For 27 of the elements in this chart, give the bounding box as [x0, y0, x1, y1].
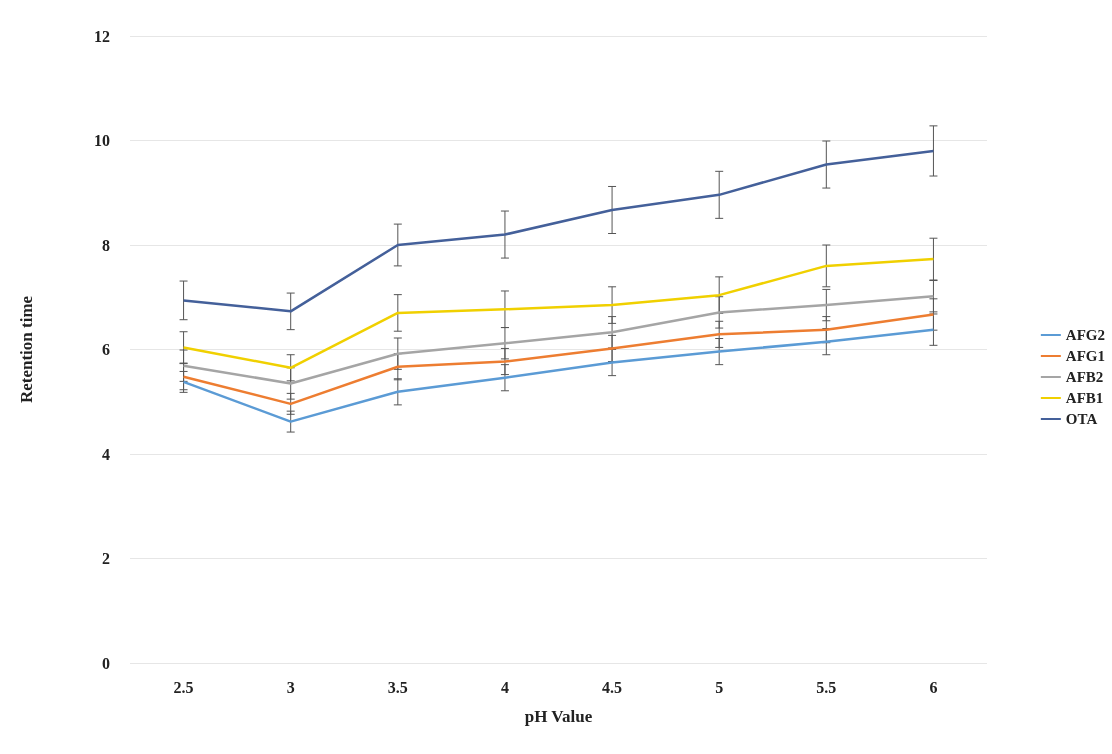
line-series [182, 149, 935, 313]
x-axis-title: pH Value [524, 707, 593, 726]
line-series [182, 313, 935, 406]
x-tick-label: 2.5 [173, 678, 194, 696]
line-series [182, 257, 935, 370]
x-tick-label: 6 [929, 678, 938, 696]
x-tick-label: 5 [715, 678, 724, 696]
y-tick-label: 0 [102, 654, 110, 672]
legend-label: OTA [1065, 411, 1098, 427]
legend-label: AFG1 [1065, 348, 1106, 364]
legend-label: AFB2 [1065, 369, 1104, 385]
x-tick-label: 4.5 [602, 678, 623, 696]
y-tick-label: 10 [94, 132, 110, 149]
y-tick-label: 8 [102, 236, 110, 254]
x-tick-label: 4 [500, 678, 509, 696]
x-tick-label: 3.5 [387, 678, 408, 696]
line-series [182, 328, 935, 423]
legend-label: AFG2 [1065, 327, 1106, 343]
y-axis-title: Retention time [17, 295, 36, 404]
legend-label: AFB1 [1065, 390, 1104, 406]
y-tick-label: 6 [102, 341, 110, 358]
y-tick-label: 4 [102, 445, 110, 463]
y-tick-label: 12 [94, 27, 110, 45]
x-tick-label: 3 [286, 678, 295, 696]
x-tick-label: 5.5 [816, 678, 837, 696]
y-tick-label: 2 [102, 550, 110, 567]
line-series [182, 294, 935, 385]
